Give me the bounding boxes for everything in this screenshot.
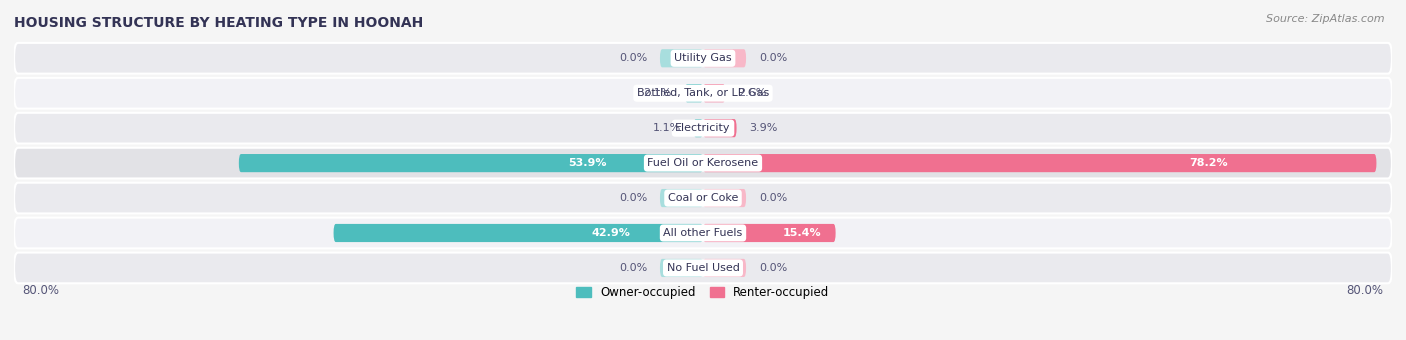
Text: 15.4%: 15.4%: [783, 228, 821, 238]
FancyBboxPatch shape: [659, 259, 703, 277]
Text: 78.2%: 78.2%: [1188, 158, 1227, 168]
Text: HOUSING STRUCTURE BY HEATING TYPE IN HOONAH: HOUSING STRUCTURE BY HEATING TYPE IN HOO…: [14, 16, 423, 30]
Text: 2.6%: 2.6%: [738, 88, 766, 98]
FancyBboxPatch shape: [14, 113, 1392, 143]
FancyBboxPatch shape: [14, 183, 1392, 214]
Text: 53.9%: 53.9%: [568, 158, 606, 168]
FancyBboxPatch shape: [703, 154, 1376, 172]
FancyBboxPatch shape: [693, 119, 703, 137]
Text: 0.0%: 0.0%: [759, 263, 787, 273]
Legend: Owner-occupied, Renter-occupied: Owner-occupied, Renter-occupied: [572, 282, 834, 304]
Text: No Fuel Used: No Fuel Used: [666, 263, 740, 273]
Text: 80.0%: 80.0%: [1347, 284, 1384, 297]
Text: Fuel Oil or Kerosene: Fuel Oil or Kerosene: [647, 158, 759, 168]
Text: Electricity: Electricity: [675, 123, 731, 133]
Text: Utility Gas: Utility Gas: [675, 53, 731, 63]
Text: Bottled, Tank, or LP Gas: Bottled, Tank, or LP Gas: [637, 88, 769, 98]
FancyBboxPatch shape: [14, 253, 1392, 283]
FancyBboxPatch shape: [703, 224, 835, 242]
Text: 1.1%: 1.1%: [652, 123, 681, 133]
Text: Source: ZipAtlas.com: Source: ZipAtlas.com: [1267, 14, 1385, 23]
Text: 0.0%: 0.0%: [619, 193, 647, 203]
FancyBboxPatch shape: [703, 119, 737, 137]
Text: 0.0%: 0.0%: [759, 193, 787, 203]
FancyBboxPatch shape: [14, 218, 1392, 248]
FancyBboxPatch shape: [333, 224, 703, 242]
Text: 0.0%: 0.0%: [619, 53, 647, 63]
Text: All other Fuels: All other Fuels: [664, 228, 742, 238]
FancyBboxPatch shape: [685, 84, 703, 102]
FancyBboxPatch shape: [14, 43, 1392, 74]
FancyBboxPatch shape: [703, 189, 747, 207]
FancyBboxPatch shape: [239, 154, 703, 172]
FancyBboxPatch shape: [659, 189, 703, 207]
Text: 0.0%: 0.0%: [619, 263, 647, 273]
Text: 80.0%: 80.0%: [22, 284, 59, 297]
Text: 2.1%: 2.1%: [644, 88, 672, 98]
FancyBboxPatch shape: [14, 78, 1392, 108]
Text: 42.9%: 42.9%: [591, 228, 630, 238]
FancyBboxPatch shape: [659, 49, 703, 67]
FancyBboxPatch shape: [703, 259, 747, 277]
FancyBboxPatch shape: [14, 148, 1392, 178]
Text: Coal or Coke: Coal or Coke: [668, 193, 738, 203]
Text: 0.0%: 0.0%: [759, 53, 787, 63]
Text: 3.9%: 3.9%: [749, 123, 778, 133]
FancyBboxPatch shape: [703, 84, 725, 102]
FancyBboxPatch shape: [703, 49, 747, 67]
